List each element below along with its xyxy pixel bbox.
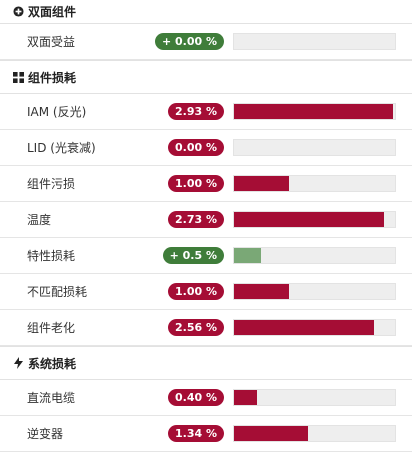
loss-bar-track (233, 247, 396, 264)
loss-value-badge: 1.00 % (168, 283, 224, 300)
loss-bar-track (233, 33, 396, 50)
lightning-icon (12, 357, 24, 369)
loss-bar-track (233, 175, 396, 192)
loss-bar-track (233, 319, 396, 336)
loss-value-badge: 1.00 % (168, 175, 224, 192)
loss-label: 不匹配损耗 (27, 285, 88, 299)
loss-bar-track (233, 211, 396, 228)
loss-bar-fill (234, 176, 289, 191)
loss-label: 特性损耗 (27, 249, 76, 263)
section-header-module: 组件损耗 (0, 60, 412, 94)
loss-value-badge: 2.56 % (168, 319, 224, 336)
loss-bar-fill (234, 426, 309, 441)
loss-row: 特性损耗 + 0.5 % (0, 238, 412, 274)
loss-bar-track (233, 139, 396, 156)
loss-bar-fill (234, 284, 289, 299)
section-title-system: 系统损耗 (28, 356, 77, 371)
loss-row: IAM (反光) 2.93 % (0, 94, 412, 130)
section-header-system: 系统损耗 (0, 346, 412, 380)
loss-bar-track (233, 103, 396, 120)
loss-row: 逆变器 1.34 % (0, 416, 412, 452)
rows-module: IAM (反光) 2.93 % LID (光衰减) 0.00 % 组件污损 1.00 % 温… (0, 94, 412, 346)
loss-bar-fill (234, 320, 375, 335)
loss-bar-track (233, 425, 396, 442)
loss-bar-track (233, 389, 396, 406)
loss-label: IAM (反光) (27, 105, 87, 119)
section-title-module: 组件损耗 (28, 70, 77, 85)
loss-row: 不匹配损耗 1.00 % (0, 274, 412, 310)
loss-value-badge: 0.40 % (168, 389, 224, 406)
loss-bar-fill (234, 390, 257, 405)
loss-row: 组件老化 2.56 % (0, 310, 412, 346)
loss-value-badge: 1.34 % (168, 425, 224, 442)
loss-bar-track (233, 283, 396, 300)
loss-row: 温度 2.73 % (0, 202, 412, 238)
loss-bar-fill (234, 248, 262, 263)
loss-value-badge: 2.93 % (168, 103, 224, 120)
loss-label: 组件污损 (27, 177, 76, 191)
loss-value-badge: 2.73 % (168, 211, 224, 228)
section-title-bifacial: 双面组件 (28, 5, 77, 19)
loss-label: 组件老化 (27, 321, 76, 335)
loss-label: LID (光衰减) (27, 141, 96, 155)
loss-label: 双面受益 (27, 35, 76, 49)
rows-system: 直流电缆 0.40 % 逆变器 1.34 % (0, 380, 412, 452)
loss-label: 逆变器 (27, 427, 64, 441)
loss-bar-fill (234, 212, 384, 227)
loss-bar-fill (234, 104, 394, 119)
loss-value-badge: + 0.5 % (162, 247, 224, 264)
loss-row: LID (光衰减) 0.00 % (0, 130, 412, 166)
loss-label: 直流电缆 (27, 391, 76, 405)
grid-icon (12, 71, 24, 83)
section-header-bifacial: 双面组件 (0, 0, 412, 24)
loss-value-badge: + 0.00 % (154, 33, 224, 50)
loss-row: 组件污损 1.00 % (0, 166, 412, 202)
loss-row: 双面受益 + 0.00 % (0, 24, 412, 60)
loss-value-badge: 0.00 % (168, 139, 224, 156)
loss-label: 温度 (27, 213, 52, 227)
rows-bifacial: 双面受益 + 0.00 % (0, 24, 412, 60)
plus-circle-icon (12, 6, 24, 18)
loss-row: 直流电缆 0.40 % (0, 380, 412, 416)
